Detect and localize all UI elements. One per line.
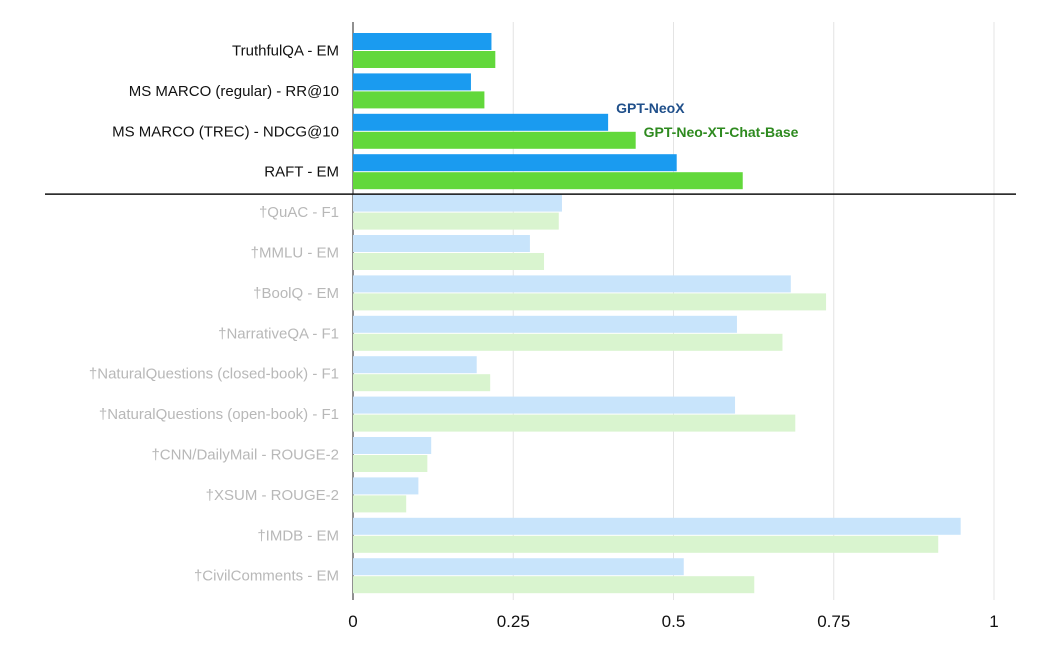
bar-gpt-neox xyxy=(353,315,737,333)
category-label: †MMLU - EM xyxy=(251,245,339,262)
bar-gpt-neox xyxy=(353,517,961,535)
category-label: †QuAC - F1 xyxy=(259,204,339,221)
x-axis-ticks: 0 0.25 0.5 0.75 1 xyxy=(348,612,998,631)
bar-gpt-neox xyxy=(353,113,609,131)
bars-layer xyxy=(353,33,961,594)
bar-gpt-neo-xt-chat-base xyxy=(353,51,496,68)
category-label: RAFT - EM xyxy=(264,164,339,181)
category-labels: TruthfulQA - EM MS MARCO (regular) - RR@1… xyxy=(89,43,339,585)
category-label: †NarrativeQA - F1 xyxy=(218,325,339,342)
bar-gpt-neox xyxy=(353,33,492,50)
bar-gpt-neo-xt-chat-base xyxy=(353,495,407,513)
category-label: †NaturalQuestions (closed-book) - F1 xyxy=(89,366,339,383)
category-label: †CNN/DailyMail - ROUGE-2 xyxy=(151,447,339,464)
bar-gpt-neo-xt-chat-base xyxy=(353,293,827,311)
bar-gpt-neox xyxy=(353,194,562,212)
bar-gpt-neox xyxy=(353,356,477,374)
category-label: MS MARCO (TREC) - NDCG@10 xyxy=(112,123,339,140)
category-label: †NaturalQuestions (open-book) - F1 xyxy=(99,406,339,423)
bar-gpt-neo-xt-chat-base xyxy=(353,333,783,351)
bar-gpt-neo-xt-chat-base xyxy=(353,212,559,230)
bar-gpt-neox xyxy=(353,235,530,252)
x-tick-label: 0.25 xyxy=(497,612,530,631)
category-label: †BoolQ - EM xyxy=(253,285,339,302)
bar-gpt-neo-xt-chat-base xyxy=(353,535,939,553)
bar-gpt-neo-xt-chat-base xyxy=(353,455,428,472)
x-tick-label: 1 xyxy=(989,612,998,631)
bar-gpt-neox xyxy=(353,437,432,454)
bar-gpt-neo-xt-chat-base xyxy=(353,374,491,392)
x-tick-label: 0.5 xyxy=(662,612,686,631)
bar-gpt-neo-xt-chat-base xyxy=(353,91,485,109)
bar-gpt-neo-xt-chat-base xyxy=(353,253,545,270)
bar-gpt-neo-xt-chat-base xyxy=(353,576,755,594)
series-label-gpt-neox: GPT-NeoX xyxy=(616,100,685,116)
bar-gpt-neo-xt-chat-base xyxy=(353,172,743,190)
bar-gpt-neo-xt-chat-base xyxy=(353,131,636,149)
category-label: †XSUM - ROUGE-2 xyxy=(206,487,339,504)
category-label: †IMDB - EM xyxy=(257,527,339,544)
category-label: †CivilComments - EM xyxy=(194,568,339,585)
bar-gpt-neox xyxy=(353,73,471,91)
series-labels: GPT-NeoX GPT-Neo-XT-Chat-Base xyxy=(616,100,799,140)
bar-gpt-neox xyxy=(353,154,677,172)
bar-gpt-neox xyxy=(353,396,736,414)
bar-gpt-neox xyxy=(353,275,791,293)
bar-gpt-neox xyxy=(353,477,419,495)
category-label: MS MARCO (regular) - RR@10 xyxy=(129,83,339,100)
category-label: TruthfulQA - EM xyxy=(232,43,339,60)
x-tick-label: 0 xyxy=(348,612,357,631)
x-tick-label: 0.75 xyxy=(817,612,850,631)
bar-gpt-neo-xt-chat-base xyxy=(353,414,796,432)
series-label-gpt-neo-xt-chat-base: GPT-Neo-XT-Chat-Base xyxy=(644,124,799,140)
bar-gpt-neox xyxy=(353,558,684,576)
